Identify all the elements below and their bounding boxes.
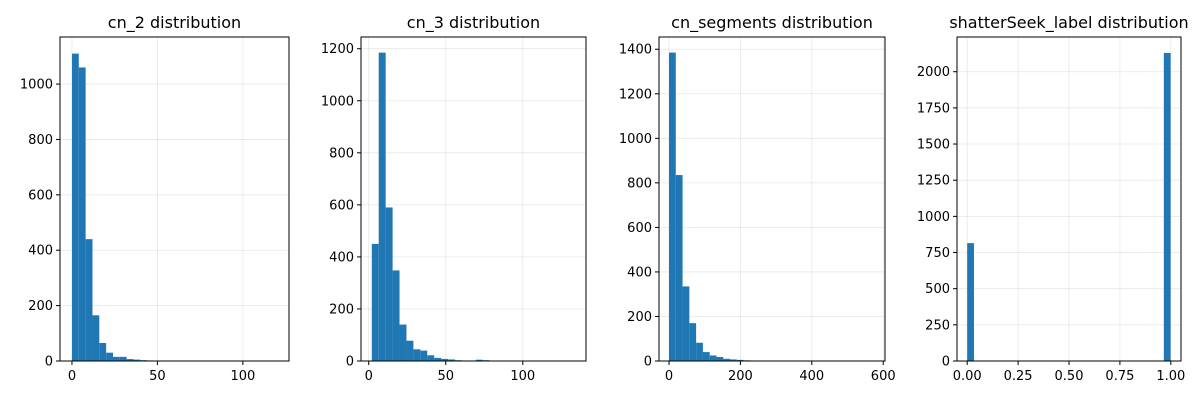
y-tick-label: 200	[627, 310, 652, 325]
plot-frame	[59, 36, 290, 362]
y-tick-label: 0	[942, 355, 950, 370]
y-tick-label: 1000	[20, 78, 53, 93]
histogram-bar	[399, 324, 407, 361]
chart-title: cn_2 distribution	[108, 13, 241, 33]
y-tick-label: 1250	[917, 174, 950, 189]
histogram-panel-1: 0 200 400 600 800 1000 0 50 100 cn_2 distribution	[20, 13, 290, 384]
y-tick-label: 1750	[917, 101, 950, 116]
histogram-bar	[689, 323, 697, 361]
histogram-bar	[71, 53, 79, 361]
x-tick-label: 400	[799, 369, 824, 384]
y-tick-label: 1000	[619, 132, 652, 147]
histogram-bar	[668, 52, 676, 362]
histogram-bar	[475, 359, 483, 361]
histogram-bar	[112, 356, 120, 361]
histogram-bar	[723, 358, 731, 361]
y-tick-label: 400	[28, 244, 53, 259]
y-tick-label: 600	[627, 221, 652, 236]
y-tick-label: 200	[329, 302, 354, 317]
chart-title: shatterSeek_label distribution	[949, 13, 1188, 33]
y-tick-label: 0	[45, 355, 53, 370]
histogram-bar	[702, 352, 710, 361]
histogram-bar	[85, 239, 93, 361]
x-tick-label: 100	[230, 369, 255, 384]
x-tick-label: 600	[871, 369, 896, 384]
y-tick-label: 400	[329, 250, 354, 265]
y-tick-label: 1200	[619, 87, 652, 102]
histogram-bar	[406, 340, 414, 361]
histogram-bar	[371, 243, 379, 361]
histogram-bar	[99, 343, 107, 361]
plot-frame	[360, 36, 587, 362]
histogram-bar	[1163, 52, 1171, 362]
x-tick-label: 50	[437, 369, 454, 384]
y-tick-label: 250	[925, 318, 950, 333]
histogram-bar	[709, 355, 717, 361]
y-tick-label: 1200	[321, 42, 354, 57]
histogram-bar	[967, 243, 974, 361]
histogram-bar	[696, 342, 703, 361]
x-tick-label: 50	[149, 369, 166, 384]
y-tick-label: 800	[28, 133, 53, 148]
x-tick-label: 0.25	[1004, 369, 1033, 384]
y-tick-label: 1000	[917, 210, 950, 225]
x-tick-label: 0.00	[953, 369, 982, 384]
plot-frame	[658, 36, 886, 362]
y-tick-label: 500	[925, 282, 950, 297]
x-tick-label: 0	[68, 369, 76, 384]
y-tick-label: 1500	[917, 138, 950, 153]
histogram-bar	[441, 358, 449, 361]
histogram-bar	[392, 270, 400, 361]
x-tick-label: 0	[365, 369, 373, 384]
histogram-bar	[434, 357, 442, 361]
y-tick-label: 600	[28, 188, 53, 203]
histogram-bar	[420, 350, 428, 361]
y-tick-label: 800	[329, 146, 354, 161]
histogram-bar	[92, 315, 100, 361]
histogram-bar	[78, 67, 86, 361]
histogram-bar	[736, 359, 744, 361]
x-tick-label: 1.00	[1156, 369, 1185, 384]
histogram-bar	[126, 359, 134, 361]
chart-title: cn_3 distribution	[407, 13, 540, 33]
y-tick-label: 800	[627, 176, 652, 191]
histogram-bar	[378, 52, 386, 362]
y-tick-label: 0	[346, 355, 354, 370]
histogram-panel-3: 0 200 400 600 800 1000 1200 1400 0 200 400 600 cn_se…	[619, 13, 896, 384]
y-tick-label: 1000	[321, 94, 354, 109]
x-tick-label: 100	[510, 369, 535, 384]
y-tick-label: 400	[627, 265, 652, 280]
histogram-bar	[413, 349, 421, 361]
x-tick-label: 0.50	[1055, 369, 1084, 384]
histogram-bar	[385, 207, 393, 361]
histogram-panel-4: 0 250 500 750 1000 1250 1500 1750 2000 0.00 0.25 0.…	[917, 13, 1189, 384]
histogram-bar	[427, 355, 435, 361]
histogram-bar	[106, 352, 113, 361]
chart-title: cn_segments distribution	[671, 13, 873, 33]
y-tick-label: 600	[329, 198, 354, 213]
histogram-bar	[730, 359, 737, 361]
histogram-bar	[448, 359, 456, 361]
y-tick-label: 0	[644, 355, 652, 370]
histogram-panel-2: 0 200 400 600 800 1000 1200 0 50 100 cn_3 distribu…	[321, 13, 587, 384]
y-tick-label: 200	[28, 299, 53, 314]
histogram-bar	[675, 175, 683, 361]
x-tick-label: 200	[728, 369, 753, 384]
x-tick-label: 0.75	[1105, 369, 1134, 384]
y-tick-label: 2000	[917, 65, 950, 80]
histogram-bar	[119, 356, 127, 361]
y-tick-label: 750	[925, 246, 950, 261]
histogram-bar	[682, 286, 690, 361]
histogram-bar	[133, 359, 141, 361]
histogram-bar	[716, 356, 724, 361]
y-tick-label: 1400	[619, 43, 652, 58]
x-tick-label: 0	[665, 369, 673, 384]
